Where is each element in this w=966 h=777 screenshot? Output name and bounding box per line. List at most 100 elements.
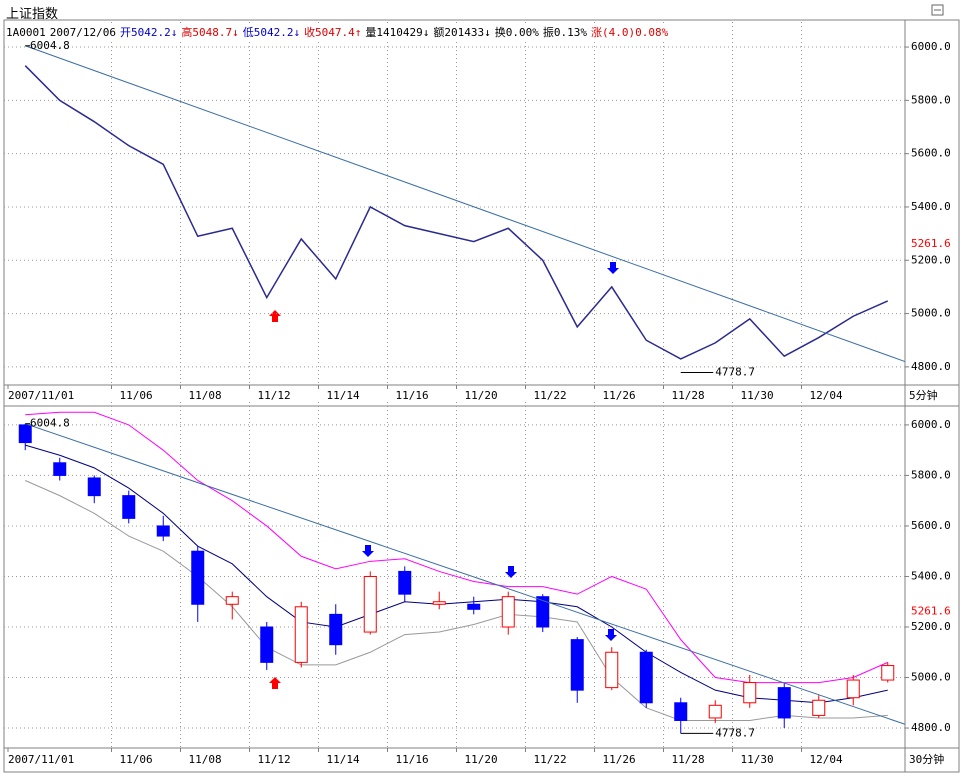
candle-body xyxy=(570,639,584,691)
signal-arrow xyxy=(605,629,617,641)
candle-body xyxy=(605,651,619,689)
quote-item: 1A0001 xyxy=(6,26,46,39)
x-tick-label: 11/14 xyxy=(327,753,360,766)
candle-body xyxy=(191,550,205,605)
quote-item: 量1410429↓ xyxy=(365,26,430,39)
x-tick-label: 11/30 xyxy=(741,753,774,766)
frame xyxy=(3,19,960,773)
high-label: 6004.8 xyxy=(30,417,70,430)
candle-body xyxy=(881,665,895,681)
signal-arrow xyxy=(607,262,619,274)
x-tick-label: 11/16 xyxy=(396,389,429,402)
quote-item: 振0.13% xyxy=(542,26,588,39)
quote-line: 1A0001 2007/12/06 开5042.2↓ 高5048.7↓ 低5042.2↓… xyxy=(6,24,673,40)
x-tick-label: 11/30 xyxy=(741,389,774,402)
signal-arrow xyxy=(269,677,281,689)
x-tick-label: 11/22 xyxy=(534,389,567,402)
candle-body xyxy=(432,601,446,605)
y-tick-label: 5200.0 xyxy=(911,253,951,266)
candle-body xyxy=(363,575,377,633)
x-tick-label: 11/12 xyxy=(258,389,291,402)
low-label: 4778.7 xyxy=(715,366,755,379)
candle-body xyxy=(674,702,688,721)
window-button[interactable] xyxy=(931,4,944,16)
index-title: 上证指数 xyxy=(6,7,59,22)
candle-body xyxy=(846,679,860,699)
y-tick-label: 4800.0 xyxy=(911,360,951,373)
y-tick-label: 5400.0 xyxy=(911,569,951,582)
quote-item: 涨(4.0)0.08% xyxy=(591,26,669,39)
low-label: 4778.7 xyxy=(715,726,755,739)
candle-body xyxy=(87,477,101,497)
quote-item: 收5047.4↑ xyxy=(304,26,362,39)
y-tick-label: 5800.0 xyxy=(911,468,951,481)
x-tick-label: 11/26 xyxy=(603,753,636,766)
signal-arrow xyxy=(505,566,517,578)
lower-band xyxy=(25,480,888,721)
x-tick-label: 11/14 xyxy=(327,389,360,402)
candle-body xyxy=(53,462,67,476)
trendline xyxy=(25,45,906,363)
x-tick-label: 11/26 xyxy=(603,389,636,402)
y-tick-label: 5200.0 xyxy=(911,620,951,633)
candle-body xyxy=(156,525,170,537)
y-tick-label: 5000.0 xyxy=(911,671,951,684)
candle-body xyxy=(18,424,32,444)
period-label: 30分钟 xyxy=(909,752,944,766)
x-tick-label: 2007/11/01 xyxy=(8,389,74,402)
candle-body xyxy=(743,682,757,704)
y-tick-label: 5600.0 xyxy=(911,147,951,160)
quote-item: 额201433↓ xyxy=(433,26,491,39)
quote-item: 开5042.2↓ xyxy=(119,26,178,39)
candle-body xyxy=(812,699,826,716)
x-tick-label: 11/12 xyxy=(258,753,291,766)
candle-body xyxy=(329,613,343,646)
x-tick-label: 11/08 xyxy=(189,753,222,766)
quote-item: 换0.00% xyxy=(494,26,539,39)
candle-body xyxy=(225,596,239,605)
high-label: 6004.8 xyxy=(30,39,70,52)
ref-value-label: 5261.6 xyxy=(911,604,951,617)
x-tick-label: 11/16 xyxy=(396,753,429,766)
x-tick-label: 11/28 xyxy=(672,753,705,766)
ref-value-label: 5261.6 xyxy=(911,237,951,250)
x-tick-label: 11/06 xyxy=(120,753,153,766)
y-tick-label: 5000.0 xyxy=(911,307,951,320)
candle-body xyxy=(501,596,515,628)
signal-arrow xyxy=(269,310,281,322)
upper-band xyxy=(25,411,888,684)
y-tick-label: 4800.0 xyxy=(911,721,951,734)
candle-body xyxy=(536,596,550,628)
y-tick-label: 5600.0 xyxy=(911,519,951,532)
x-tick-label: 11/22 xyxy=(534,753,567,766)
candle-body xyxy=(398,570,412,595)
signal-arrow xyxy=(362,545,374,557)
y-tick-label: 5800.0 xyxy=(911,93,951,106)
quote-item: 低5042.2↓ xyxy=(242,26,301,39)
price-line xyxy=(24,65,889,360)
x-tick-label: 11/08 xyxy=(189,389,222,402)
period-label: 5分钟 xyxy=(909,388,938,402)
candle-body xyxy=(467,603,481,610)
x-tick-label: 11/28 xyxy=(672,389,705,402)
y-tick-label: 5400.0 xyxy=(911,200,951,213)
quote-item: 2007/12/06 xyxy=(49,26,116,39)
x-tick-label: 11/20 xyxy=(465,389,498,402)
candle-body xyxy=(777,687,791,719)
quote-item: 高5048.7↓ xyxy=(181,26,239,39)
x-tick-label: 12/04 xyxy=(810,753,843,766)
x-tick-label: 12/04 xyxy=(810,389,843,402)
y-tick-label: 6000.0 xyxy=(911,40,951,53)
candle-body xyxy=(639,651,653,704)
candle-body xyxy=(294,606,308,663)
x-tick-label: 11/06 xyxy=(120,389,153,402)
x-tick-label: 2007/11/01 xyxy=(8,753,74,766)
candle-body xyxy=(708,704,722,719)
x-tick-label: 11/20 xyxy=(465,753,498,766)
candle-body xyxy=(122,495,136,519)
middle-band xyxy=(25,444,888,704)
y-tick-label: 6000.0 xyxy=(911,418,951,431)
candle-body xyxy=(260,626,274,663)
